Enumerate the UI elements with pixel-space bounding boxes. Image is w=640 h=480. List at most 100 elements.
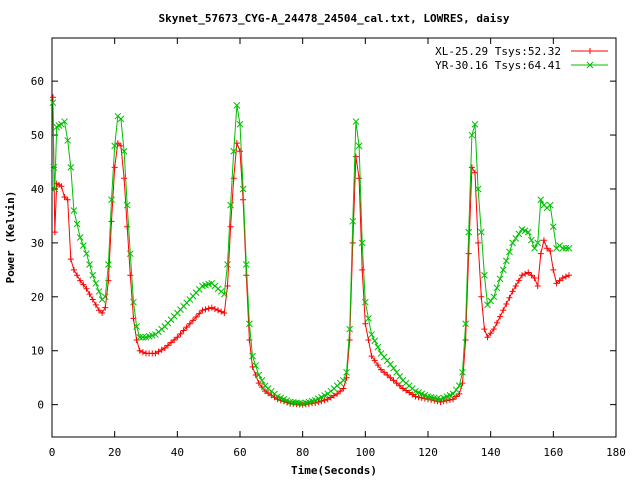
data-point — [468, 131, 476, 139]
data-point — [484, 301, 491, 309]
data-point — [465, 250, 472, 257]
data-point — [525, 269, 532, 276]
data-point — [95, 288, 103, 295]
data-point — [111, 142, 119, 150]
data-point — [120, 147, 128, 155]
data-point — [83, 285, 90, 292]
data-point — [406, 389, 413, 396]
data-point — [321, 392, 328, 399]
data-point — [528, 236, 535, 244]
data-point — [314, 395, 322, 403]
data-point — [258, 377, 266, 384]
data-point — [409, 391, 416, 398]
data-point — [519, 272, 525, 279]
data-point — [252, 362, 260, 369]
data-point — [534, 239, 542, 247]
x-tick-label: 160 — [543, 446, 563, 459]
data-point — [371, 357, 378, 364]
data-point — [73, 220, 81, 228]
y-tick-label: 10 — [31, 345, 44, 358]
y-tick-label: 0 — [37, 399, 44, 412]
data-point — [496, 275, 504, 283]
data-point — [196, 310, 203, 317]
data-point — [318, 398, 325, 405]
data-point — [237, 148, 243, 155]
y-tick-label: 30 — [31, 237, 44, 250]
data-point — [224, 261, 231, 268]
data-point — [565, 244, 573, 252]
data-point — [136, 333, 144, 341]
data-point — [158, 346, 165, 353]
data-point — [161, 345, 168, 352]
data-point — [108, 196, 115, 204]
data-point — [531, 244, 538, 252]
data-point — [378, 366, 384, 373]
legend-label: XL-25.29 Tsys:52.32 — [435, 45, 561, 58]
data-point — [190, 317, 196, 324]
data-point — [127, 272, 134, 279]
data-point — [139, 349, 146, 356]
data-point — [356, 175, 363, 182]
data-point — [180, 327, 187, 334]
data-point — [475, 239, 482, 246]
series-layer — [49, 94, 573, 408]
data-point — [547, 247, 554, 254]
data-point — [484, 334, 491, 341]
data-point — [340, 377, 347, 384]
data-point — [117, 142, 124, 149]
data-point — [481, 326, 488, 333]
data-point — [500, 307, 507, 314]
data-point — [70, 207, 78, 214]
data-point — [396, 372, 404, 380]
data-point — [227, 223, 234, 230]
data-point — [58, 183, 65, 190]
data-point — [509, 239, 516, 247]
y-tick-label: 20 — [31, 291, 44, 304]
data-point — [499, 266, 507, 274]
data-point — [246, 320, 253, 328]
data-point — [327, 394, 334, 401]
data-point — [80, 281, 87, 288]
data-point — [553, 280, 560, 287]
data-point — [506, 294, 513, 301]
data-point — [70, 266, 77, 273]
data-point — [155, 348, 162, 355]
data-point — [202, 306, 209, 313]
data-point — [512, 283, 519, 290]
data-point — [381, 369, 388, 376]
x-tick-label: 100 — [355, 446, 375, 459]
x-axis-label: Time(Seconds) — [291, 464, 377, 477]
data-point — [465, 228, 473, 236]
data-point — [183, 324, 190, 331]
data-point — [334, 390, 341, 397]
data-point — [61, 194, 68, 201]
x-tick-label: 80 — [296, 446, 309, 459]
data-point — [537, 250, 544, 257]
data-point — [528, 272, 535, 279]
data-point — [531, 274, 538, 281]
data-point — [67, 256, 74, 263]
data-point — [393, 380, 400, 387]
data-point — [503, 301, 510, 307]
data-point — [412, 393, 419, 400]
data-point — [365, 336, 372, 343]
data-point — [477, 228, 485, 236]
data-point — [349, 239, 356, 246]
data-point — [74, 272, 81, 279]
data-point — [230, 147, 238, 155]
data-point — [233, 102, 241, 109]
data-point — [540, 237, 547, 244]
data-point — [168, 339, 175, 346]
data-point — [239, 185, 247, 193]
data-point — [493, 284, 501, 292]
data-point — [49, 99, 57, 107]
data-point — [117, 115, 125, 123]
data-point — [318, 393, 325, 401]
axis-ticks: 0 20 40 60 80 100 120 140 160 180 0 10 20 30 40 50 60 — [31, 38, 626, 459]
data-point — [368, 331, 375, 338]
data-point — [51, 229, 58, 236]
data-point — [446, 396, 453, 403]
data-point — [449, 390, 457, 398]
